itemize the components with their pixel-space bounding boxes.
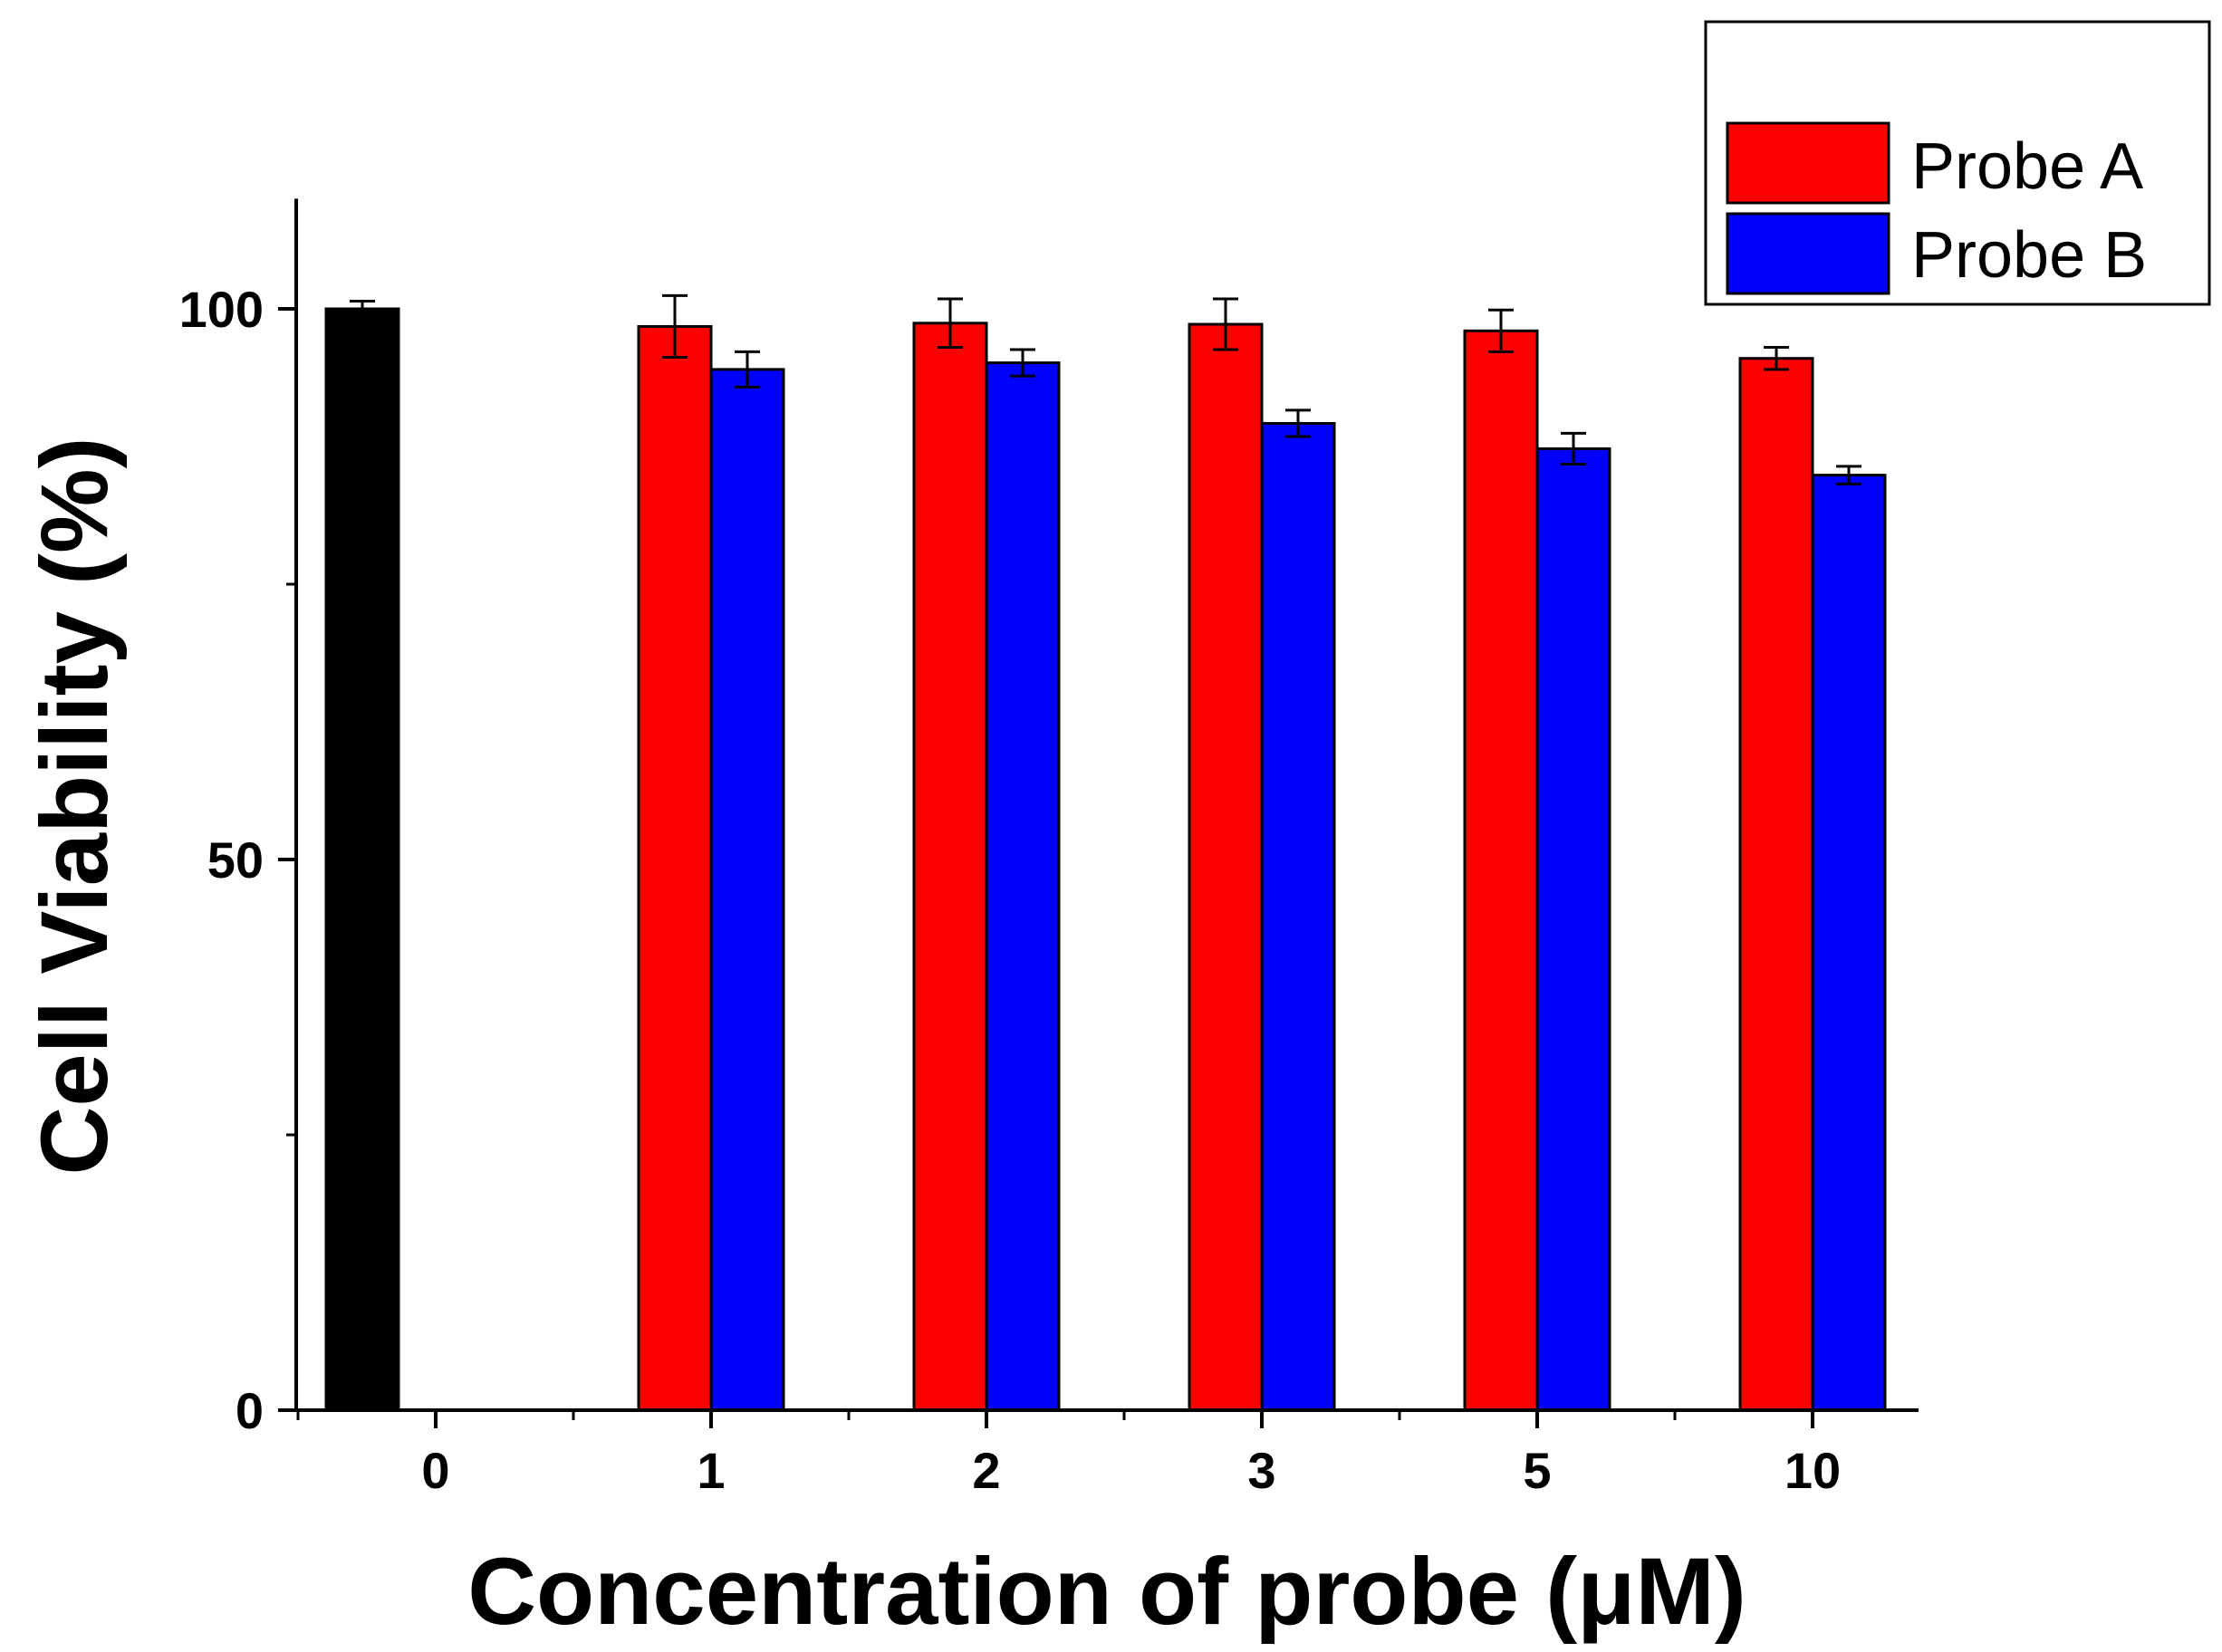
x-tick-label-3: 3: [1247, 1442, 1275, 1499]
x-tick-label-0: 0: [421, 1442, 449, 1499]
bar-probe-b-5: [1535, 447, 1611, 1412]
legend-label-probe-b: Probe B: [1911, 219, 2147, 292]
legend-swatch-probe-b: [1726, 212, 1890, 295]
legend: Probe A Probe B: [1704, 20, 2211, 306]
error-bar-probe-a-1: [662, 293, 688, 360]
legend-swatch-probe-a: [1726, 121, 1890, 205]
bar-probe-a-3: [1188, 322, 1264, 1412]
x-tick-label-1: 1: [697, 1442, 725, 1499]
x-tick-label-5: 5: [1523, 1442, 1551, 1499]
error-bar-probe-a-2: [938, 297, 963, 350]
error-bar-probe-b-3: [1285, 408, 1311, 438]
x-tick-label-10: 10: [1784, 1442, 1841, 1499]
bar-probe-a-1: [637, 324, 713, 1412]
axes: 0 50 100 0 1 2 3 5 10: [179, 198, 1919, 1499]
x-tick-label-2: 2: [972, 1442, 1000, 1499]
error-bar-probe-b-1: [735, 350, 760, 389]
bars-layer: [324, 307, 1887, 1412]
error-bar-probe-b-2: [1010, 348, 1035, 378]
bar-probe-b-10: [1811, 474, 1887, 1412]
error-bar-probe-a-10: [1764, 346, 1789, 371]
bar-probe-b-3: [1260, 421, 1336, 1412]
error-bar-control-0: [350, 299, 375, 319]
bar-probe-a-2: [912, 322, 988, 1412]
y-axis-title: Cell Viability (%): [22, 437, 128, 1176]
y-tick-label-50: 50: [207, 831, 264, 888]
error-bar-probe-b-10: [1836, 465, 1861, 485]
bar-control-0: [324, 307, 400, 1412]
y-tick-label-100: 100: [179, 281, 264, 338]
y-tick-label-0: 0: [236, 1382, 264, 1439]
legend-label-probe-a: Probe A: [1911, 130, 2143, 203]
error-bars-layer: [350, 293, 1861, 485]
bar-probe-a-5: [1463, 329, 1539, 1412]
bar-probe-a-10: [1738, 357, 1814, 1412]
error-bar-probe-a-3: [1213, 297, 1238, 351]
bar-probe-b-2: [985, 361, 1061, 1412]
bar-probe-b-1: [709, 368, 785, 1412]
x-axis-title: Concentration of probe (μM): [467, 1539, 1746, 1645]
error-bar-probe-b-5: [1561, 431, 1586, 466]
error-bar-probe-a-5: [1488, 308, 1514, 353]
